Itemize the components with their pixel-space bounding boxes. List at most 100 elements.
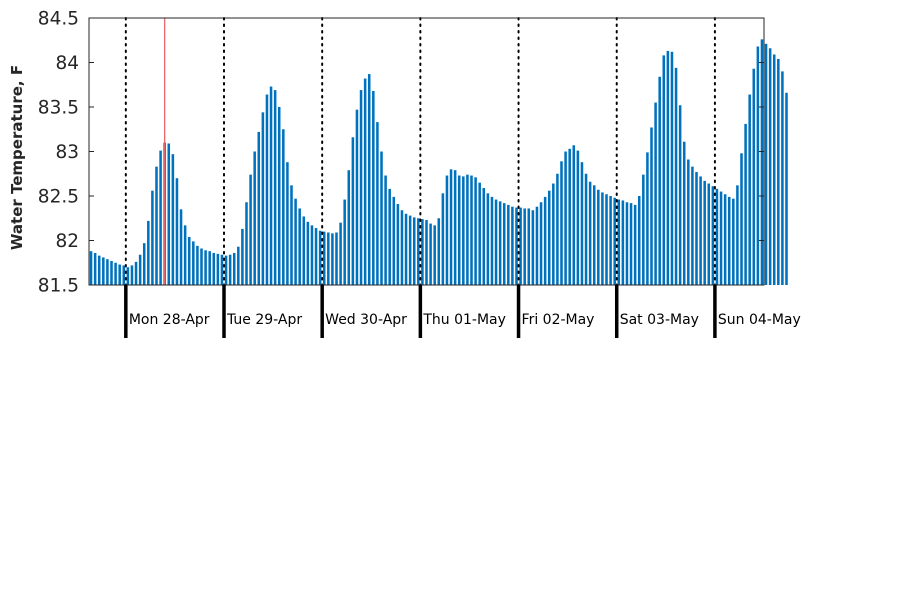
data-bar xyxy=(584,173,588,285)
data-bar xyxy=(535,206,539,285)
data-bar xyxy=(355,109,359,285)
data-bar xyxy=(388,188,391,285)
data-bar xyxy=(711,186,715,285)
data-bar xyxy=(695,171,698,285)
data-bar xyxy=(147,220,150,285)
data-bar xyxy=(637,196,641,285)
y-axis: 81.5 82 82.5 83 83.5 84 84.5 xyxy=(38,9,764,297)
data-bar xyxy=(212,252,216,285)
data-bar xyxy=(752,68,756,285)
data-bar xyxy=(265,94,269,285)
data-bar xyxy=(200,248,203,285)
y-tick-label: 81.5 xyxy=(38,276,79,297)
y-tick-label: 82 xyxy=(55,231,79,252)
data-bar xyxy=(597,189,600,285)
data-bar xyxy=(703,180,706,285)
data-bar xyxy=(175,178,179,285)
day-tick-label: Mon 28-Apr xyxy=(129,312,210,328)
data-bar xyxy=(155,166,158,285)
data-bar xyxy=(768,48,772,286)
data-bar xyxy=(102,257,105,285)
data-bar xyxy=(110,260,113,285)
data-bar xyxy=(118,264,121,285)
data-bar xyxy=(511,206,514,285)
data-bar xyxy=(462,176,465,285)
data-bar xyxy=(318,230,322,285)
data-bar xyxy=(237,246,240,285)
y-tick-label: 84.5 xyxy=(38,9,79,30)
data-bar xyxy=(568,148,571,285)
data-bar xyxy=(134,261,138,285)
data-bar xyxy=(138,254,142,285)
data-bar xyxy=(727,196,731,285)
data-bar xyxy=(167,143,171,285)
data-bar xyxy=(756,46,760,286)
data-bar xyxy=(441,193,445,285)
data-bar xyxy=(715,188,719,285)
data-bar xyxy=(760,39,764,285)
data-bar xyxy=(106,259,109,285)
data-bar xyxy=(748,94,751,285)
data-bar xyxy=(376,122,379,285)
data-bar xyxy=(453,170,457,285)
data-bar xyxy=(564,151,567,285)
data-bar xyxy=(122,265,126,285)
data-bar xyxy=(642,174,645,285)
day-divider-lines xyxy=(124,17,716,286)
day-tick-label: Fri 02-May xyxy=(522,312,595,328)
data-bar xyxy=(277,107,281,285)
data-bar xyxy=(772,54,776,285)
data-bar xyxy=(633,204,637,285)
data-bar xyxy=(621,200,625,285)
data-bar xyxy=(93,252,97,285)
data-bar xyxy=(228,254,232,285)
data-bar xyxy=(335,232,338,285)
data-bar xyxy=(674,67,678,285)
data-bar xyxy=(449,169,453,285)
data-bar xyxy=(744,123,747,285)
x-axis-day-ticks: Mon 28-Apr Tue 29-Apr Wed 30-Apr Thu 01-May… xyxy=(124,285,801,338)
data-bar xyxy=(507,204,510,285)
data-bar xyxy=(179,209,183,285)
data-bar xyxy=(282,129,285,285)
data-bar xyxy=(404,213,408,285)
data-bar xyxy=(286,162,289,285)
data-bar xyxy=(257,131,261,285)
data-bar xyxy=(114,262,117,285)
data-bar xyxy=(372,90,375,285)
data-bar xyxy=(547,190,551,285)
data-bar xyxy=(457,175,461,285)
data-bar xyxy=(682,141,686,285)
data-bar xyxy=(306,221,310,285)
data-bar xyxy=(183,225,187,285)
data-bar xyxy=(678,105,682,285)
data-bar xyxy=(662,55,666,285)
data-bar xyxy=(273,90,277,285)
data-bar xyxy=(687,159,690,285)
data-bar xyxy=(736,185,739,285)
data-bar xyxy=(331,233,334,285)
data-bar xyxy=(363,78,367,286)
data-bar xyxy=(785,92,788,285)
data-bar xyxy=(474,177,477,285)
data-bar xyxy=(310,225,314,285)
data-bar xyxy=(97,255,101,285)
data-bar xyxy=(666,50,670,286)
data-bar xyxy=(617,199,621,285)
data-bar xyxy=(527,208,531,285)
data-bar xyxy=(613,197,616,285)
data-bar xyxy=(486,193,490,285)
data-bar xyxy=(130,265,134,285)
data-bar xyxy=(437,218,441,285)
data-bar xyxy=(650,127,653,285)
data-bar xyxy=(490,196,494,285)
data-bar xyxy=(580,162,584,285)
y-tick-label: 83 xyxy=(55,142,79,163)
data-bar xyxy=(261,112,265,285)
data-bar xyxy=(408,215,412,285)
data-bar xyxy=(367,74,371,285)
data-bar xyxy=(707,183,711,285)
data-bar xyxy=(498,201,502,285)
data-bar xyxy=(192,241,195,285)
data-bar xyxy=(302,216,306,285)
